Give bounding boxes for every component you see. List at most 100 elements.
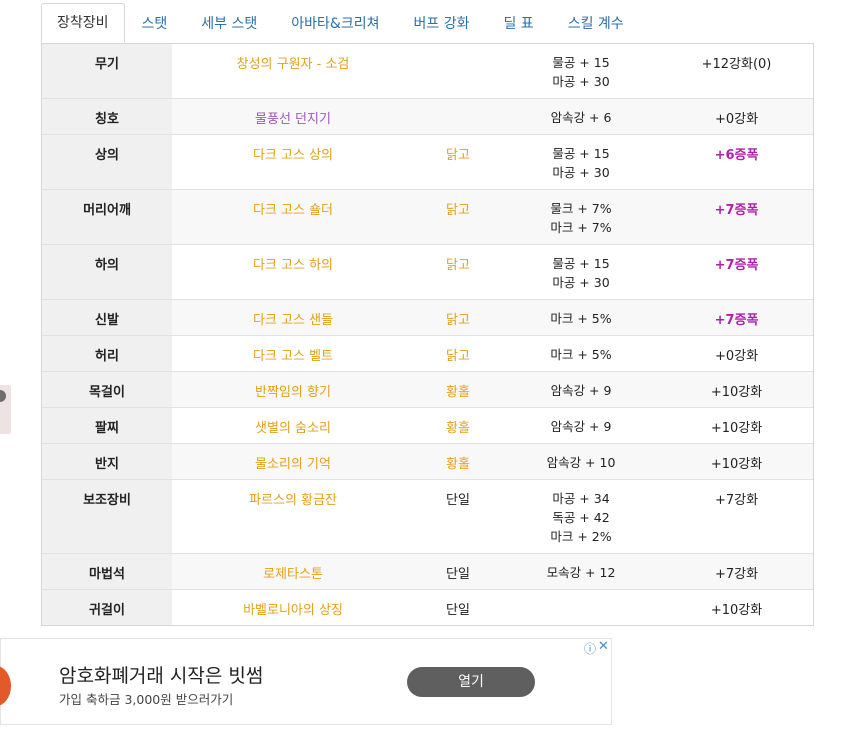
item-options: 마크 + 5% (502, 335, 660, 372)
option-line: 암속강 + 6 (550, 110, 612, 125)
handle-dot-icon[interactable] (0, 390, 6, 402)
option-line: 암속강 + 9 (550, 419, 612, 434)
slot-name: 칭호 (42, 98, 172, 135)
item-grade: 단일 (414, 479, 502, 554)
slot-name: 하의 (42, 244, 172, 300)
ad-headline[interactable]: 암호화폐거래 시작은 빗썸 (59, 665, 264, 687)
option-line: 마공 + 34 (552, 491, 610, 506)
item-grade: 닭고 (414, 335, 502, 372)
option-line: 마크 + 5% (550, 311, 612, 326)
ad-open-button[interactable]: 열기 (407, 667, 535, 697)
item-grade: 단일 (414, 589, 502, 625)
item-name: 창성의 구원자 - 소검 (172, 44, 414, 99)
item-name: 샛별의 숨소리 (172, 407, 414, 444)
item-grade: 닭고 (414, 189, 502, 245)
item-name: 다크 고스 상의 (172, 134, 414, 190)
option-line: 물공 + 15 (552, 146, 610, 161)
item-options: 물크 + 7% 마크 + 7% (502, 189, 660, 245)
item-name: 바벨로니아의 상징 (172, 589, 414, 625)
slot-name: 허리 (42, 335, 172, 372)
table-row: 보조장비 파르스의 황금잔 단일 마공 + 34 독공 + 42 마크 + 2% +7강화 (42, 479, 813, 554)
tab-3[interactable]: 아바타&크리쳐 (291, 16, 380, 32)
option-line: 독공 + 42 (552, 510, 610, 525)
option-line: 암속강 + 10 (546, 455, 616, 470)
table-row: 팔찌 샛별의 숨소리 황홀 암속강 + 9 +10강화 (42, 407, 813, 444)
enhance-level: +10강화 (660, 589, 813, 625)
item-options: 암속강 + 9 (502, 407, 660, 444)
table-row: 신발 다크 고스 샌들 닭고 마크 + 5% +7증폭 (42, 299, 813, 336)
equipment-table: 무기 창성의 구원자 - 소검 물공 + 15 마공 + 30 +12강화(0) 칭호 물풍… (41, 43, 814, 626)
item-options: 물공 + 15 마공 + 30 (502, 244, 660, 300)
table-row: 목걸이 반짝임의 향기 황홀 암속강 + 9 +10강화 (42, 371, 813, 408)
slot-name: 상의 (42, 134, 172, 190)
enhance-level: +7증폭 (660, 299, 813, 336)
tab-1[interactable]: 스탯 (141, 16, 168, 32)
slot-name: 팔찌 (42, 407, 172, 444)
slot-name: 반지 (42, 443, 172, 480)
item-grade: 닭고 (414, 299, 502, 336)
slot-name: 마법석 (42, 553, 172, 590)
option-line: 물공 + 15 (552, 256, 610, 271)
slot-name: 목걸이 (42, 371, 172, 408)
ad-close-icon[interactable]: ✕ (598, 639, 609, 654)
tab-0[interactable]: 장착장비 (41, 3, 125, 43)
enhance-level: +7증폭 (660, 244, 813, 300)
option-line: 마공 + 30 (552, 74, 610, 89)
item-grade: 황홀 (414, 407, 502, 444)
item-name: 물풍선 던지기 (172, 98, 414, 135)
tab-bar: 장착장비 스탯 세부 스탯 아바타&크리쳐 버프 강화 딜 표 스킬 계수 (41, 3, 641, 43)
ad-banner[interactable]: 암호화폐거래 시작은 빗썸 가입 축하금 3,000원 받으러가기 열기 ⓘ ✕ (0, 638, 612, 725)
ad-info-icon[interactable]: ⓘ (584, 642, 597, 656)
item-grade: 단일 (414, 553, 502, 590)
slot-name: 귀걸이 (42, 589, 172, 625)
table-row: 머리어깨 다크 고스 숄더 닭고 물크 + 7% 마크 + 7% +7증폭 (42, 189, 813, 245)
item-grade: 황홀 (414, 371, 502, 408)
table-row: 마법석 로제타스톤 단일 모속강 + 12 +7강화 (42, 553, 813, 590)
slot-name: 무기 (42, 44, 172, 99)
enhance-level: +7강화 (660, 553, 813, 590)
ad-subtext[interactable]: 가입 축하금 3,000원 받으러가기 (59, 692, 234, 707)
item-grade (414, 44, 502, 99)
item-name: 다크 고스 숄더 (172, 189, 414, 245)
tab-2[interactable]: 세부 스탯 (201, 16, 258, 32)
table-row: 하의 다크 고스 하의 닭고 물공 + 15 마공 + 30 +7증폭 (42, 244, 813, 300)
item-name: 다크 고스 벨트 (172, 335, 414, 372)
enhance-level: +12강화(0) (660, 44, 813, 99)
slot-name: 보조장비 (42, 479, 172, 554)
item-grade: 황홀 (414, 443, 502, 480)
item-options (502, 589, 660, 625)
item-name: 다크 고스 하의 (172, 244, 414, 300)
enhance-level: +6증폭 (660, 134, 813, 190)
slot-name: 머리어깨 (42, 189, 172, 245)
item-name: 반짝임의 향기 (172, 371, 414, 408)
item-grade: 닭고 (414, 244, 502, 300)
option-line: 모속강 + 12 (546, 565, 616, 580)
enhance-level: +7증폭 (660, 189, 813, 245)
option-line: 물크 + 7% (550, 201, 612, 216)
option-line: 마공 + 30 (552, 165, 610, 180)
item-options: 물공 + 15 마공 + 30 (502, 134, 660, 190)
item-options: 물공 + 15 마공 + 30 (502, 44, 660, 99)
table-row: 무기 창성의 구원자 - 소검 물공 + 15 마공 + 30 +12강화(0) (42, 44, 813, 99)
item-options: 마공 + 34 독공 + 42 마크 + 2% (502, 479, 660, 554)
tab-6[interactable]: 스킬 계수 (567, 16, 624, 32)
item-name: 파르스의 황금잔 (172, 479, 414, 554)
item-options: 마크 + 5% (502, 299, 660, 336)
table-row: 귀걸이 바벨로니아의 상징 단일 +10강화 (42, 589, 813, 625)
item-name: 다크 고스 샌들 (172, 299, 414, 336)
option-line: 마크 + 5% (550, 347, 612, 362)
tab-5[interactable]: 딜 표 (503, 16, 534, 32)
enhance-level: +10강화 (660, 443, 813, 480)
item-options: 암속강 + 10 (502, 443, 660, 480)
table-row: 칭호 물풍선 던지기 암속강 + 6 +0강화 (42, 98, 813, 135)
slot-name: 신발 (42, 299, 172, 336)
tab-4[interactable]: 버프 강화 (413, 16, 470, 32)
side-scroll-handle[interactable] (0, 385, 11, 434)
ad-logo-icon (0, 666, 11, 706)
enhance-level: +0강화 (660, 335, 813, 372)
enhance-level: +7강화 (660, 479, 813, 554)
item-options: 모속강 + 12 (502, 553, 660, 590)
item-grade: 닭고 (414, 134, 502, 190)
item-options: 암속강 + 6 (502, 98, 660, 135)
option-line: 물공 + 15 (552, 55, 610, 70)
